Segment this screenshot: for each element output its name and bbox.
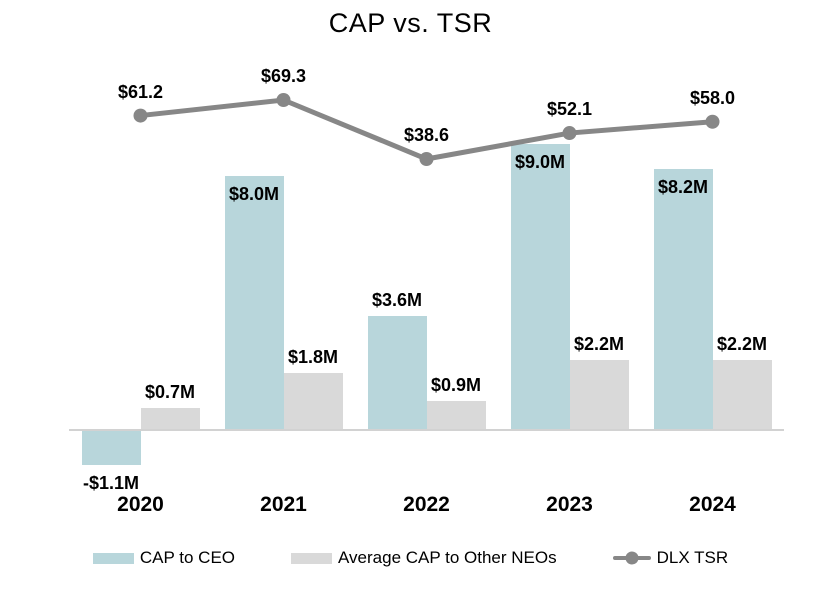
line-label-dlx-tsr-2023: $52.1 <box>546 99 593 120</box>
tsr-marker-2024 <box>705 114 720 129</box>
bar-label-cap-to-ceo-2022: $3.6M <box>371 289 423 310</box>
bar-label-average-cap-to-other-neos-2024: $2.2M <box>716 334 768 355</box>
tsr-marker-2022 <box>419 152 434 166</box>
tsr-marker-2021 <box>276 93 291 107</box>
bar-cap-to-ceo-2024 <box>653 169 713 430</box>
line-label-dlx-tsr-2024: $58.0 <box>689 87 736 108</box>
bar-label-cap-to-ceo-2023: $9.0M <box>514 151 566 172</box>
bar-label-cap-to-ceo-2021: $8.0M <box>228 183 280 204</box>
chart-legend: CAP to CEO Average CAP to Other NEOs DLX… <box>10 548 811 568</box>
bar-cap-to-ceo-2022 <box>367 315 427 430</box>
legend-item-avg-cap-other-neos: Average CAP to Other NEOs <box>291 548 557 568</box>
legend-line-dot-icon <box>625 551 639 565</box>
legend-item-dlx-tsr: DLX TSR <box>612 548 729 568</box>
x-axis-label-2024: 2024 <box>689 493 736 516</box>
bar-average-cap-to-other-neos-2020 <box>140 407 200 430</box>
legend-swatch-cap-to-ceo-icon <box>92 552 134 564</box>
line-label-dlx-tsr-2021: $69.3 <box>260 66 307 86</box>
bar-label-cap-to-ceo-2020: -$1.1M <box>82 472 140 493</box>
legend-label-cap-to-ceo: CAP to CEO <box>139 548 236 567</box>
x-axis-label-2020: 2020 <box>117 493 164 516</box>
x-axis-label-2023: 2023 <box>546 493 593 516</box>
x-axis-line <box>69 429 784 431</box>
legend-swatch-avg-cap-other-neos-icon <box>291 552 333 564</box>
bar-label-average-cap-to-other-neos-2022: $0.9M <box>430 375 482 396</box>
bar-label-cap-to-ceo-2024: $8.2M <box>657 177 709 198</box>
bar-average-cap-to-other-neos-2024 <box>712 360 772 430</box>
bar-label-average-cap-to-other-neos-2023: $2.2M <box>573 334 625 355</box>
bar-cap-to-ceo-2023 <box>510 143 570 430</box>
bar-cap-to-ceo-2020 <box>81 430 141 465</box>
tsr-marker-2023 <box>562 126 577 141</box>
legend-label-avg-cap-other-neos: Average CAP to Other NEOs <box>338 548 557 567</box>
bar-label-average-cap-to-other-neos-2021: $1.8M <box>287 346 339 367</box>
legend-label-dlx-tsr: DLX TSR <box>656 548 729 567</box>
x-axis-label-2022: 2022 <box>403 493 450 516</box>
x-axis-label-2021: 2021 <box>260 493 307 516</box>
bar-cap-to-ceo-2021 <box>224 175 284 430</box>
bar-label-average-cap-to-other-neos-2020: $0.7M <box>144 381 196 402</box>
chart-title: CAP vs. TSR <box>328 8 493 38</box>
line-label-dlx-tsr-2022: $38.6 <box>403 125 450 145</box>
legend-line-marker-icon <box>612 551 651 565</box>
bar-average-cap-to-other-neos-2021 <box>283 372 343 430</box>
line-label-dlx-tsr-2020: $61.2 <box>117 81 164 102</box>
tsr-marker-2020 <box>133 108 148 123</box>
bar-average-cap-to-other-neos-2022 <box>426 401 486 430</box>
legend-item-cap-to-ceo: CAP to CEO <box>92 548 236 568</box>
bar-average-cap-to-other-neos-2023 <box>569 360 629 430</box>
